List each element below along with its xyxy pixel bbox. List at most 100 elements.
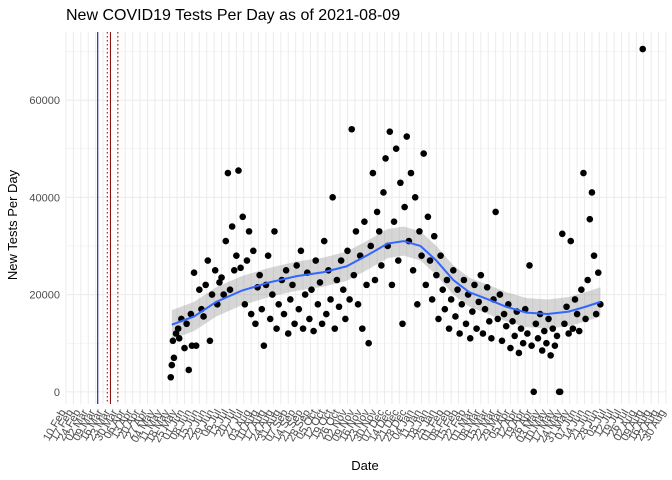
data-point: [346, 296, 353, 303]
data-point: [561, 320, 568, 328]
data-point: [458, 301, 466, 308]
data-point: [331, 325, 339, 332]
data-point: [367, 242, 375, 250]
data-point: [314, 301, 322, 308]
data-point: [169, 337, 177, 345]
data-point: [287, 296, 294, 303]
data-point: [394, 257, 402, 264]
data-point: [485, 318, 493, 325]
data-point: [295, 305, 303, 313]
data-point: [222, 237, 230, 245]
data-point: [239, 213, 247, 221]
data-point: [291, 320, 298, 328]
data-point: [316, 279, 324, 286]
data-point: [245, 228, 253, 235]
data-point: [547, 352, 554, 359]
data-point: [390, 218, 398, 225]
data-point: [306, 315, 313, 323]
data-point: [174, 325, 182, 332]
data-point: [258, 305, 266, 313]
data-point: [450, 266, 457, 274]
data-point: [333, 276, 341, 284]
data-point: [312, 257, 320, 264]
data-point: [167, 373, 175, 381]
data-point: [498, 337, 506, 345]
data-point: [327, 296, 334, 303]
data-point: [639, 45, 647, 53]
data-point: [509, 318, 516, 325]
data-point: [479, 330, 487, 337]
data-point: [551, 342, 559, 349]
data-point: [532, 320, 540, 328]
data-point: [342, 315, 349, 323]
data-point: [380, 189, 387, 196]
data-point: [289, 281, 296, 289]
data-point: [452, 313, 459, 320]
data-point: [424, 213, 432, 221]
data-point: [318, 320, 326, 328]
data-point: [206, 337, 214, 345]
data-point: [344, 247, 351, 255]
data-point: [481, 305, 489, 313]
data-point: [200, 313, 207, 320]
data-point: [496, 291, 504, 298]
data-point: [558, 230, 566, 238]
data-point: [407, 169, 415, 177]
trend-confidence-band: [171, 226, 601, 340]
data-point: [329, 194, 336, 201]
data-point: [443, 276, 451, 284]
data-point: [477, 271, 485, 279]
data-point: [466, 335, 474, 342]
data-point: [233, 252, 240, 259]
data-point: [517, 325, 525, 332]
data-point: [492, 208, 499, 216]
data-point: [511, 332, 518, 340]
data-point: [426, 257, 434, 264]
data-point: [401, 203, 408, 211]
data-point: [588, 189, 596, 196]
data-point: [586, 215, 594, 223]
data-point: [462, 320, 470, 328]
data-point: [280, 310, 288, 318]
data-point: [571, 296, 579, 303]
data-point: [416, 228, 423, 235]
data-point: [409, 266, 417, 274]
data-point: [220, 291, 227, 298]
data-point: [567, 237, 575, 245]
data-point: [301, 291, 309, 298]
data-point: [371, 276, 379, 284]
data-point: [230, 266, 238, 274]
data-point: [266, 315, 274, 323]
data-point: [526, 262, 533, 269]
data-point: [435, 315, 442, 323]
point-layer: [167, 45, 647, 396]
data-point: [433, 271, 440, 279]
data-point: [369, 169, 377, 177]
data-point: [337, 257, 345, 264]
data-point: [192, 342, 200, 349]
trend-layer: [171, 240, 601, 326]
data-point: [320, 237, 328, 245]
data-point: [202, 281, 209, 289]
data-point: [397, 179, 404, 187]
data-point: [447, 296, 455, 303]
grid-layer: [65, 32, 667, 404]
data-point: [502, 322, 510, 330]
data-point: [584, 276, 591, 284]
data-point: [582, 315, 589, 323]
data-point: [460, 276, 468, 284]
data-point: [275, 301, 282, 308]
trend-band-layer: [171, 226, 601, 340]
data-point: [226, 286, 234, 294]
y-axis-title: New Tests Per Day: [5, 169, 20, 280]
data-point: [361, 218, 368, 225]
data-point: [271, 228, 278, 235]
data-point: [420, 150, 427, 157]
data-point: [580, 169, 587, 177]
data-point: [386, 128, 394, 135]
data-point: [556, 388, 564, 396]
data-point: [519, 339, 527, 347]
data-point: [418, 252, 425, 259]
data-point: [358, 325, 366, 332]
